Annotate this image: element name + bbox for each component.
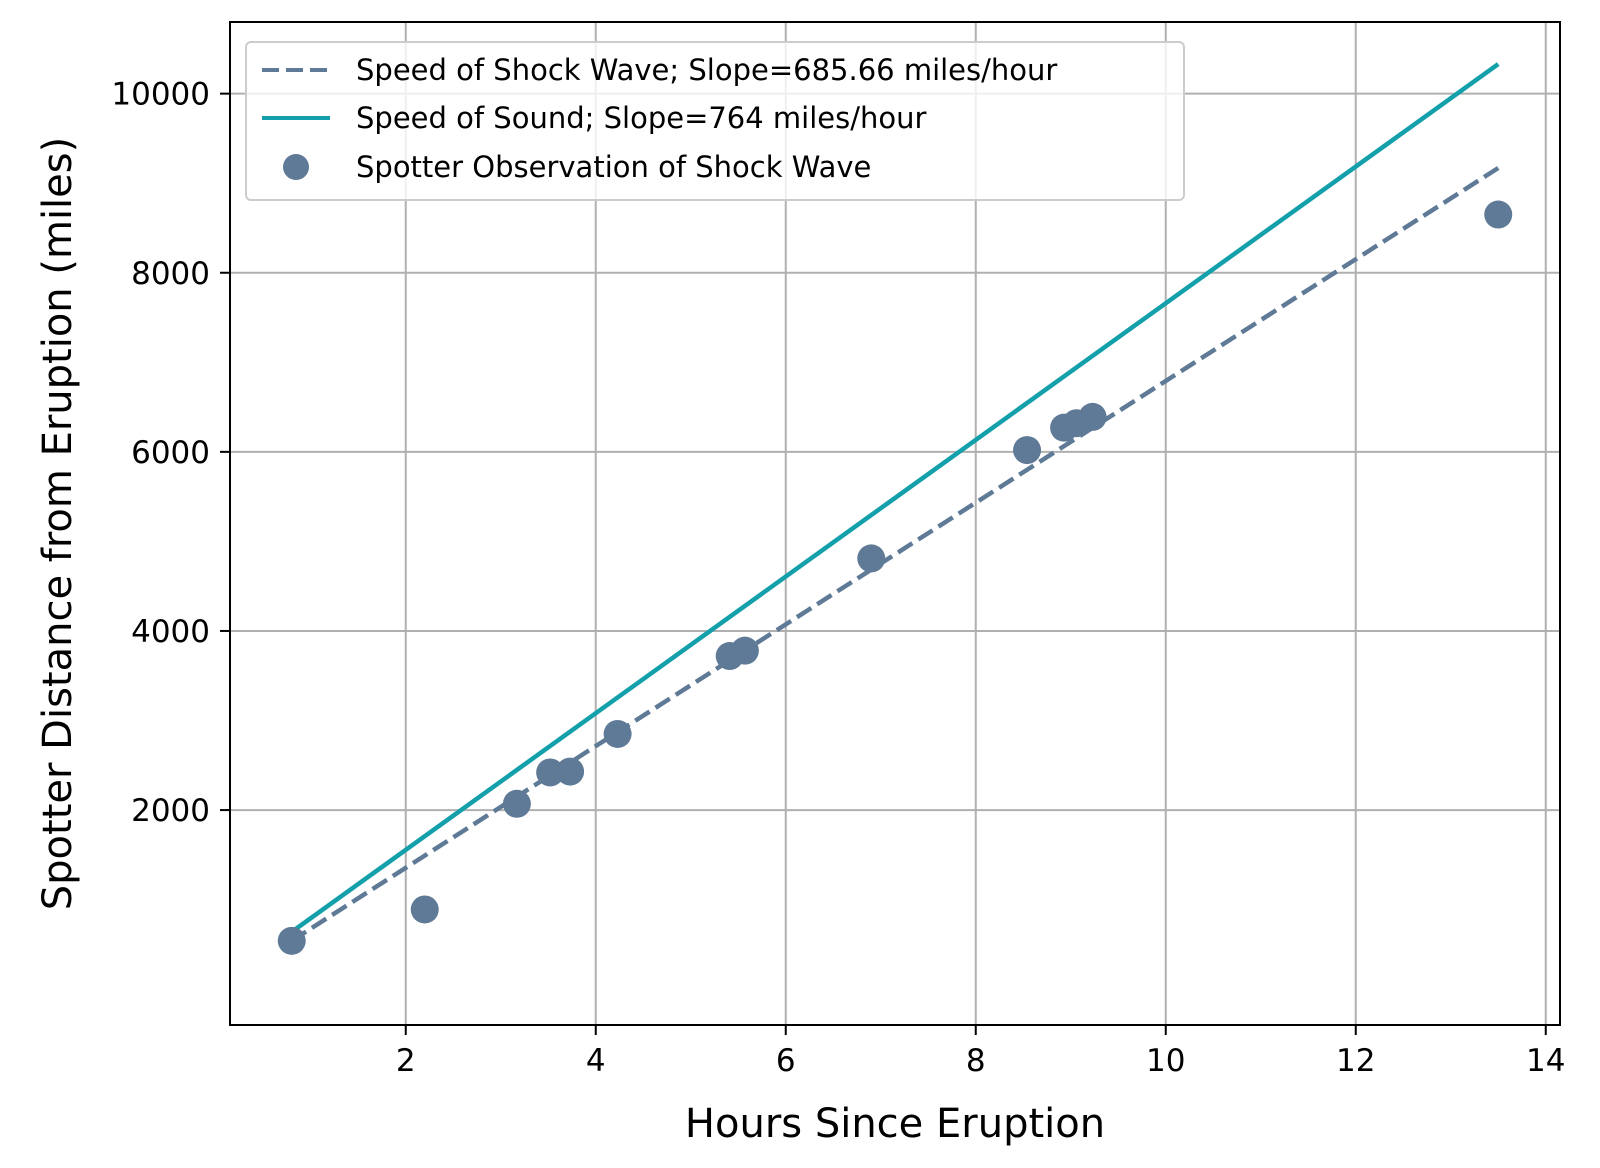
y-axis: 2000 4000 6000 8000 10000 [111,77,230,829]
x-tick-label: 10 [1146,1043,1185,1079]
y-axis-label: Spotter Distance from Eruption (miles) [35,137,81,910]
data-point [1078,402,1107,431]
data-point [536,758,565,787]
x-tick-label: 14 [1526,1043,1565,1079]
data-point [1013,436,1042,465]
y-tick-label: 8000 [131,256,210,292]
legend-box [245,41,1185,201]
plot-area [277,62,1513,955]
legend-label-sound: Speed of Sound; Slope=764 miles/hour [356,101,927,135]
data-point [502,789,531,818]
data-point [603,719,632,748]
x-tick-label: 4 [586,1043,606,1079]
y-tick-label: 10000 [111,77,210,113]
x-tick-label: 2 [396,1043,416,1079]
legend-label-shock-wave: Speed of Shock Wave; Slope=685.66 miles/… [356,53,1057,87]
data-point [556,757,585,786]
y-tick-label: 2000 [131,793,210,829]
legend: Speed of Shock Wave; Slope=685.66 miles/… [245,41,1185,201]
y-tick-label: 4000 [131,614,210,650]
data-point [277,926,306,955]
x-tick-label: 8 [966,1043,986,1079]
legend-label-observation: Spotter Observation of Shock Wave [356,150,871,184]
x-tick-label: 12 [1336,1043,1375,1079]
x-tick-label: 6 [776,1043,796,1079]
data-point [410,895,439,924]
series-line-1 [290,62,1500,934]
data-point [730,636,759,665]
data-point [1484,200,1513,229]
data-point [857,544,886,573]
legend-observation-marker [283,154,309,180]
x-axis-label: Hours Since Eruption [685,1101,1105,1147]
y-tick-label: 6000 [131,435,210,471]
axes-frame [229,21,1561,1026]
x-axis: 2 4 6 8 10 12 14 [396,1025,1565,1079]
